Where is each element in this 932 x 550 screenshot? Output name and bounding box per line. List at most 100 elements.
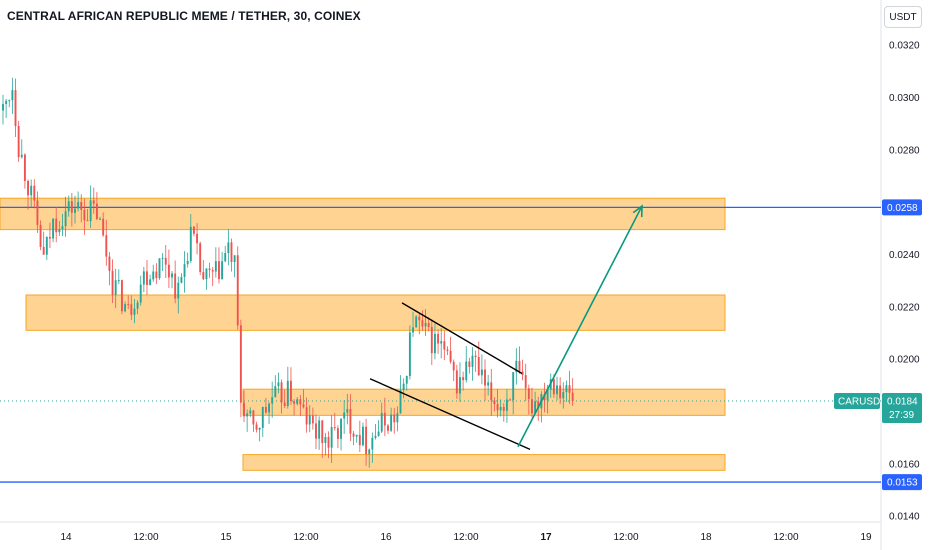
- currency-button[interactable]: USDT: [884, 6, 922, 28]
- channel-line: [369, 378, 531, 451]
- y-tick-label: 0.0320: [889, 41, 920, 52]
- candle-body: [80, 201, 83, 210]
- candle: [474, 350, 477, 372]
- candle: [49, 222, 51, 249]
- candle: [211, 267, 214, 287]
- candle-body: [39, 224, 42, 247]
- candle: [402, 378, 405, 399]
- candle: [433, 323, 436, 360]
- candle: [415, 315, 418, 328]
- candle: [205, 267, 208, 290]
- candle: [471, 347, 474, 381]
- candle-body: [202, 271, 205, 280]
- candle: [214, 247, 217, 278]
- x-tick-label: 18: [700, 532, 712, 543]
- candle: [236, 246, 239, 330]
- candle: [374, 424, 377, 440]
- candle: [17, 120, 20, 162]
- candle: [20, 139, 23, 159]
- candle-body: [23, 154, 26, 181]
- candle-body: [102, 218, 105, 236]
- candle: [449, 336, 452, 364]
- candle: [133, 298, 136, 324]
- candle: [99, 216, 101, 221]
- candle: [543, 382, 546, 413]
- candle-body: [402, 383, 405, 391]
- candle-body: [171, 273, 173, 278]
- candle: [77, 191, 80, 212]
- candle-body: [167, 264, 170, 278]
- candle-body: [83, 209, 86, 221]
- candle: [27, 179, 29, 210]
- candle: [531, 387, 533, 418]
- candle-body: [518, 360, 521, 372]
- candle: [92, 187, 95, 214]
- candle: [283, 389, 286, 409]
- candle: [120, 279, 123, 315]
- candle-body: [383, 412, 386, 426]
- candle-body: [196, 233, 199, 244]
- candle: [149, 274, 152, 286]
- badge-value: 0.0258: [887, 203, 918, 214]
- candle-body: [365, 426, 368, 455]
- candle-body: [120, 280, 123, 312]
- candle-body: [427, 323, 430, 327]
- candle-body: [268, 403, 270, 413]
- candle-body: [352, 433, 355, 437]
- candle: [424, 309, 427, 336]
- candle: [45, 236, 48, 260]
- candle: [139, 275, 142, 306]
- candle: [408, 325, 411, 380]
- candle: [199, 241, 202, 276]
- candle-body: [261, 406, 264, 428]
- candle-body: [531, 399, 533, 414]
- candle: [117, 269, 120, 285]
- badge-background: [882, 474, 922, 491]
- candle-body: [64, 211, 67, 227]
- candle-body: [377, 431, 380, 436]
- candle-body: [437, 333, 440, 344]
- candle-body: [227, 242, 230, 253]
- candle-body: [362, 426, 364, 446]
- candle: [496, 389, 499, 418]
- candle: [86, 209, 89, 222]
- candle-body: [139, 284, 142, 303]
- candle: [305, 397, 308, 433]
- candle-body: [77, 201, 80, 209]
- candle: [571, 378, 574, 406]
- candle-body: [462, 377, 465, 381]
- candle: [80, 194, 83, 223]
- candle: [490, 368, 493, 417]
- candle-body: [412, 327, 414, 333]
- candle: [340, 418, 342, 451]
- target-arrow-head: [632, 204, 643, 218]
- x-tick-label: 12:00: [453, 532, 478, 543]
- candle: [430, 319, 433, 365]
- candle-body: [537, 401, 540, 409]
- candle-body: [105, 235, 108, 257]
- candle-body: [252, 410, 255, 425]
- candle-body: [86, 220, 89, 222]
- candle: [221, 251, 224, 280]
- candle-body: [230, 242, 233, 263]
- y-tick-label: 0.0160: [889, 459, 920, 470]
- candle: [55, 206, 58, 243]
- candle: [358, 420, 361, 452]
- candle: [330, 414, 333, 463]
- candle: [333, 412, 336, 431]
- candle: [524, 363, 527, 402]
- candle-body: [509, 399, 512, 401]
- candle: [74, 195, 76, 224]
- candle-body: [305, 407, 308, 425]
- candle: [14, 78, 17, 137]
- candle: [224, 245, 227, 263]
- candle-body: [17, 125, 20, 158]
- candle-body: [33, 185, 36, 201]
- candle-body: [318, 420, 321, 439]
- candle-body: [415, 316, 418, 328]
- candle-body: [233, 255, 236, 263]
- candle: [565, 380, 568, 402]
- candle-body: [30, 185, 33, 196]
- candle: [540, 391, 543, 423]
